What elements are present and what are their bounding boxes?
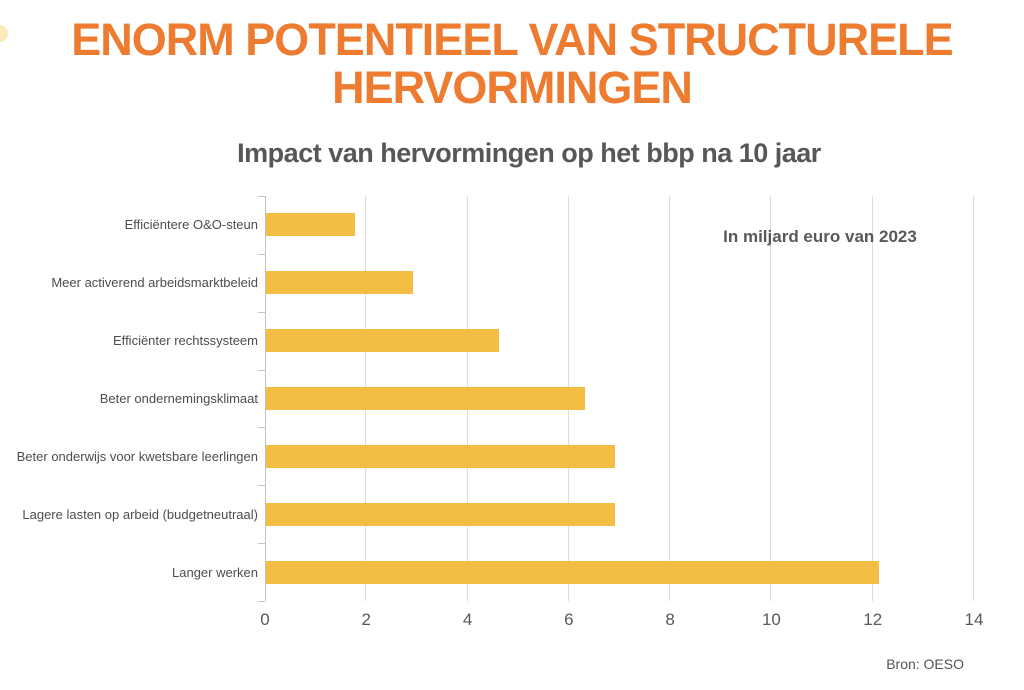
category-label: Efficiënter rechtssysteem: [113, 333, 258, 349]
x-axis-tick-label: 8: [665, 610, 675, 629]
x-axis-tick-label: 6: [564, 610, 574, 629]
bar: [266, 387, 586, 410]
gridline: [973, 196, 974, 601]
x-axis-tick-label: 12: [863, 610, 883, 629]
x-axis-tick-label: 2: [361, 610, 372, 629]
category-axis-labels: Efficiëntere O&O-steun Meer activerend ar…: [0, 196, 258, 601]
chart-subtitle: Impact van hervormingen op het bbp na 10…: [237, 138, 821, 168]
category-label: Efficiëntere O&O-steun: [124, 217, 258, 233]
gridline: [770, 196, 772, 601]
category-tick: [258, 427, 265, 428]
bar: [266, 213, 355, 237]
category-label: Beter ondernemingsklimaat: [99, 391, 258, 406]
category-tick: [258, 196, 265, 197]
x-axis-tick-label: 10: [761, 610, 781, 629]
x-axis-tick-label: 4: [462, 610, 473, 629]
category-tick: [258, 601, 265, 602]
unit-annotation: In miljard euro van 2023: [723, 227, 917, 246]
category-tick: [258, 543, 265, 544]
gridline: [669, 196, 671, 601]
category-label: Beter onderwijs voor kwetsbare leerlinge…: [16, 448, 258, 464]
bar: [266, 502, 616, 526]
category-tick: [258, 485, 265, 486]
gridline: [871, 196, 873, 601]
bar: [266, 444, 616, 468]
x-axis-tick-label: 0: [260, 610, 270, 629]
bar-chart-plot-area: 0 2 4 6 8 10 12 14: [258, 196, 983, 629]
category-label: Lagere lasten op arbeid (budgetneutraal): [22, 506, 258, 522]
x-axis-tick-label: 14: [964, 610, 984, 629]
category-tick: [258, 370, 265, 371]
logo-fragment-icon: [0, 25, 8, 42]
category-tick: [258, 312, 265, 313]
bar: [266, 271, 413, 295]
page-title: ENORM POTENTIEEL VAN STRUCTURELE HERVORM…: [71, 14, 953, 113]
category-tick: [258, 254, 265, 255]
y-axis-line: [265, 196, 266, 601]
bar: [266, 560, 879, 584]
bar: [266, 329, 499, 353]
category-label: Meer activerend arbeidsmarktbeleid: [51, 275, 258, 291]
category-label: Langer werken: [172, 564, 258, 580]
source-note: Bron: OESO: [886, 656, 964, 672]
